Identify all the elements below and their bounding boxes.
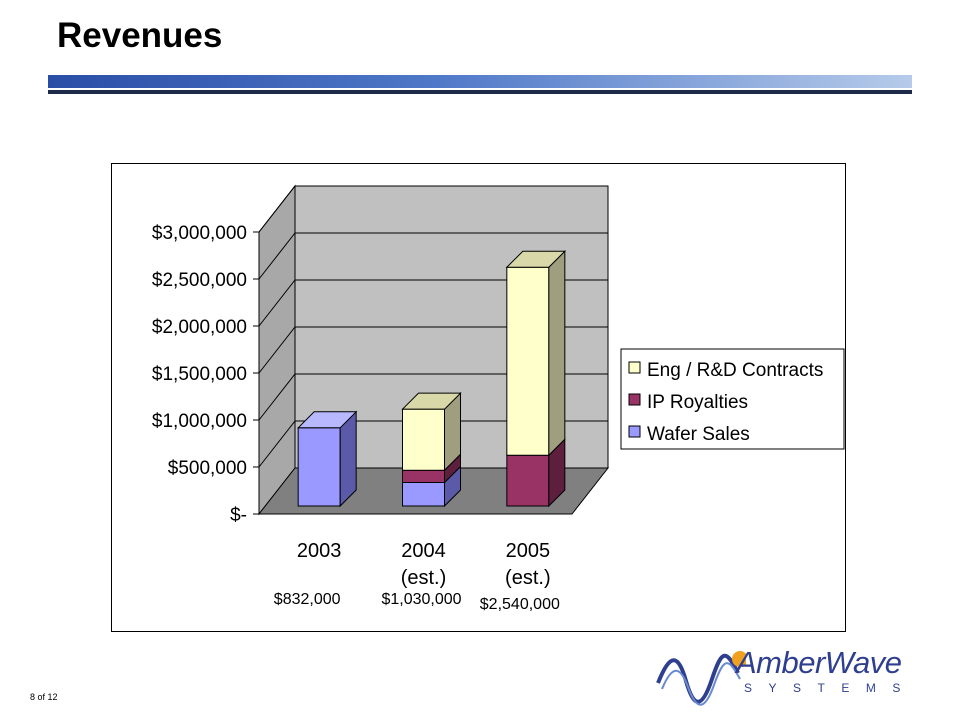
gridline <box>258 420 608 468</box>
title-underline-dark <box>48 90 912 94</box>
logo-subtitle: SYSTEMS <box>744 681 917 695</box>
wave-logo-icon <box>656 651 748 706</box>
x-category-label: (est.) <box>505 567 551 589</box>
title-underline-gradient <box>48 75 912 88</box>
logo-wordmark: AmberWave <box>736 645 902 680</box>
bar-segment-side <box>548 250 566 457</box>
y-tick-label: $2,000,000 <box>152 317 247 338</box>
legend-swatch <box>628 425 641 438</box>
chart-frame: $3,000,000 $2,500,000 $2,000,000 $1,500,000… <box>111 163 846 632</box>
y-tick-label: $3,000,000 <box>152 223 247 244</box>
slide-title: Revenues <box>57 16 223 55</box>
gridline <box>258 373 608 421</box>
y-tick-label: $- <box>230 505 247 526</box>
company-logo: AmberWave SYSTEMS <box>656 643 906 713</box>
category-total-label: $1,030,000 <box>381 591 461 608</box>
bar-segment <box>402 408 445 471</box>
legend-label: Wafer Sales <box>647 424 750 445</box>
bar-top <box>401 392 462 410</box>
y-tick-label: $2,500,000 <box>152 270 247 291</box>
gridline <box>258 185 608 233</box>
bar-segment <box>506 266 550 456</box>
legend-label: IP Royalties <box>647 392 748 413</box>
y-tick-label: $1,500,000 <box>152 364 247 385</box>
x-category-label: 2004 <box>401 540 446 562</box>
gridline <box>258 232 608 280</box>
category-total-label: $2,540,000 <box>480 596 560 613</box>
bar-segment <box>297 427 341 507</box>
bar-segment <box>402 482 445 507</box>
y-tick-label: $500,000 <box>168 458 247 479</box>
legend-box <box>620 348 845 450</box>
revenue-chart: $3,000,000 $2,500,000 $2,000,000 $1,500,000… <box>152 184 845 613</box>
page-number: 8 of 12 <box>30 692 58 702</box>
category-total-label: $832,000 <box>274 591 341 608</box>
gridline <box>258 279 608 327</box>
gridline <box>258 326 608 374</box>
x-category-label: (est.) <box>401 567 447 589</box>
legend-swatch <box>628 361 641 374</box>
bar-segment <box>402 469 445 483</box>
x-category-label: 2003 <box>297 540 342 562</box>
bar-top <box>296 411 358 429</box>
bar-top <box>505 250 567 268</box>
y-tick-label: $1,000,000 <box>152 411 247 432</box>
x-category-label: 2005 <box>506 540 551 562</box>
legend-label: Eng / R&D Contracts <box>647 360 823 381</box>
bar-segment <box>506 454 550 507</box>
legend-swatch <box>628 393 641 406</box>
